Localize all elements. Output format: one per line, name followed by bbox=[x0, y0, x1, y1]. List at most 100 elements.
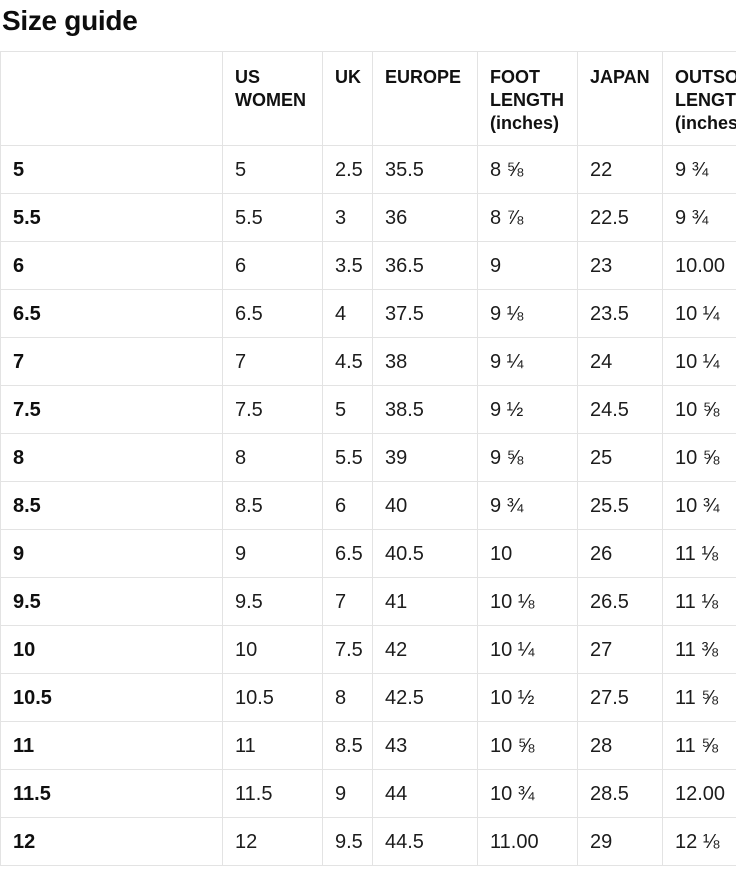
cell-europe: 36 bbox=[373, 194, 478, 242]
cell-size: 8.5 bbox=[1, 482, 223, 530]
cell-outsole-length: 11 ⅝ bbox=[663, 722, 736, 770]
cell-europe: 41 bbox=[373, 578, 478, 626]
table-row: 12 12 9.5 44.5 11.00 29 12 ⅛ bbox=[1, 818, 736, 866]
column-header-japan: JAPAN bbox=[578, 52, 663, 146]
table-row: 11 11 8.5 43 10 ⅝ 28 11 ⅝ bbox=[1, 722, 736, 770]
cell-uk: 7.5 bbox=[323, 626, 373, 674]
cell-us-women: 7.5 bbox=[223, 386, 323, 434]
cell-us-women: 11 bbox=[223, 722, 323, 770]
cell-europe: 38 bbox=[373, 338, 478, 386]
cell-foot-length: 10 ⅛ bbox=[478, 578, 578, 626]
cell-foot-length: 9 ¼ bbox=[478, 338, 578, 386]
cell-europe: 43 bbox=[373, 722, 478, 770]
table-row: 7 7 4.5 38 9 ¼ 24 10 ¼ bbox=[1, 338, 736, 386]
cell-size: 5.5 bbox=[1, 194, 223, 242]
table-row: 5 5 2.5 35.5 8 ⅝ 22 9 ¾ bbox=[1, 146, 736, 194]
cell-outsole-length: 10 ¼ bbox=[663, 290, 736, 338]
cell-uk: 4.5 bbox=[323, 338, 373, 386]
column-header-size bbox=[1, 52, 223, 146]
cell-size: 7 bbox=[1, 338, 223, 386]
cell-size: 12 bbox=[1, 818, 223, 866]
cell-japan: 24.5 bbox=[578, 386, 663, 434]
cell-uk: 3.5 bbox=[323, 242, 373, 290]
table-row: 11.5 11.5 9 44 10 ¾ 28.5 12.00 bbox=[1, 770, 736, 818]
cell-europe: 42.5 bbox=[373, 674, 478, 722]
cell-outsole-length: 9 ¾ bbox=[663, 194, 736, 242]
cell-europe: 37.5 bbox=[373, 290, 478, 338]
cell-foot-length: 9 ⅛ bbox=[478, 290, 578, 338]
cell-japan: 25.5 bbox=[578, 482, 663, 530]
cell-europe: 40 bbox=[373, 482, 478, 530]
cell-japan: 23 bbox=[578, 242, 663, 290]
cell-europe: 42 bbox=[373, 626, 478, 674]
cell-foot-length: 10 bbox=[478, 530, 578, 578]
cell-us-women: 11.5 bbox=[223, 770, 323, 818]
cell-us-women: 8 bbox=[223, 434, 323, 482]
cell-japan: 24 bbox=[578, 338, 663, 386]
column-header-outsole-length: OUTSOLE LENGTH (inches) bbox=[663, 52, 736, 146]
cell-us-women: 9.5 bbox=[223, 578, 323, 626]
cell-us-women: 5 bbox=[223, 146, 323, 194]
cell-us-women: 6 bbox=[223, 242, 323, 290]
cell-outsole-length: 11 ⅜ bbox=[663, 626, 736, 674]
cell-europe: 36.5 bbox=[373, 242, 478, 290]
cell-us-women: 9 bbox=[223, 530, 323, 578]
cell-us-women: 10 bbox=[223, 626, 323, 674]
cell-outsole-length: 11 ⅝ bbox=[663, 674, 736, 722]
cell-japan: 28 bbox=[578, 722, 663, 770]
cell-outsole-length: 11 ⅛ bbox=[663, 530, 736, 578]
cell-uk: 2.5 bbox=[323, 146, 373, 194]
cell-uk: 9.5 bbox=[323, 818, 373, 866]
cell-us-women: 6.5 bbox=[223, 290, 323, 338]
cell-size: 5 bbox=[1, 146, 223, 194]
cell-size: 7.5 bbox=[1, 386, 223, 434]
cell-uk: 7 bbox=[323, 578, 373, 626]
cell-size: 6.5 bbox=[1, 290, 223, 338]
cell-foot-length: 9 ⅝ bbox=[478, 434, 578, 482]
cell-size: 10.5 bbox=[1, 674, 223, 722]
cell-size: 8 bbox=[1, 434, 223, 482]
cell-japan: 26.5 bbox=[578, 578, 663, 626]
cell-japan: 26 bbox=[578, 530, 663, 578]
table-row: 5.5 5.5 3 36 8 ⅞ 22.5 9 ¾ bbox=[1, 194, 736, 242]
cell-outsole-length: 12 ⅛ bbox=[663, 818, 736, 866]
cell-foot-length: 8 ⅞ bbox=[478, 194, 578, 242]
cell-uk: 6 bbox=[323, 482, 373, 530]
cell-uk: 5.5 bbox=[323, 434, 373, 482]
cell-uk: 4 bbox=[323, 290, 373, 338]
table-row: 6 6 3.5 36.5 9 23 10.00 bbox=[1, 242, 736, 290]
cell-japan: 22.5 bbox=[578, 194, 663, 242]
page-title: Size guide bbox=[2, 5, 736, 37]
cell-japan: 27.5 bbox=[578, 674, 663, 722]
cell-us-women: 12 bbox=[223, 818, 323, 866]
cell-europe: 38.5 bbox=[373, 386, 478, 434]
table-row: 8.5 8.5 6 40 9 ¾ 25.5 10 ¾ bbox=[1, 482, 736, 530]
table-row: 10 10 7.5 42 10 ¼ 27 11 ⅜ bbox=[1, 626, 736, 674]
cell-foot-length: 10 ¾ bbox=[478, 770, 578, 818]
table-row: 9.5 9.5 7 41 10 ⅛ 26.5 11 ⅛ bbox=[1, 578, 736, 626]
cell-outsole-length: 10 ⅝ bbox=[663, 386, 736, 434]
cell-europe: 44 bbox=[373, 770, 478, 818]
column-header-europe: EUROPE bbox=[373, 52, 478, 146]
cell-foot-length: 10 ⅝ bbox=[478, 722, 578, 770]
column-header-us-women: US WOMEN bbox=[223, 52, 323, 146]
cell-foot-length: 8 ⅝ bbox=[478, 146, 578, 194]
cell-foot-length: 9 ½ bbox=[478, 386, 578, 434]
cell-us-women: 7 bbox=[223, 338, 323, 386]
cell-uk: 5 bbox=[323, 386, 373, 434]
table-row: 7.5 7.5 5 38.5 9 ½ 24.5 10 ⅝ bbox=[1, 386, 736, 434]
cell-europe: 35.5 bbox=[373, 146, 478, 194]
column-header-uk: UK bbox=[323, 52, 373, 146]
table-row: 6.5 6.5 4 37.5 9 ⅛ 23.5 10 ¼ bbox=[1, 290, 736, 338]
size-guide-table: US WOMEN UK EUROPE FOOT LENGTH (inches) … bbox=[0, 51, 736, 866]
cell-foot-length: 10 ¼ bbox=[478, 626, 578, 674]
cell-japan: 22 bbox=[578, 146, 663, 194]
cell-outsole-length: 11 ⅛ bbox=[663, 578, 736, 626]
cell-japan: 23.5 bbox=[578, 290, 663, 338]
cell-uk: 8 bbox=[323, 674, 373, 722]
cell-japan: 25 bbox=[578, 434, 663, 482]
cell-size: 10 bbox=[1, 626, 223, 674]
cell-outsole-length: 10 ¼ bbox=[663, 338, 736, 386]
cell-us-women: 10.5 bbox=[223, 674, 323, 722]
cell-uk: 3 bbox=[323, 194, 373, 242]
